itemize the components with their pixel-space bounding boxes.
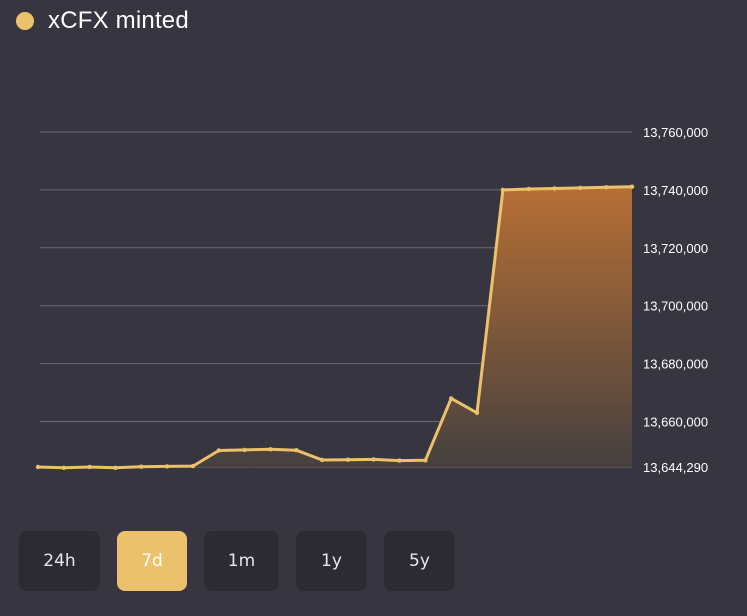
data-point (423, 458, 428, 463)
data-point (242, 447, 247, 453)
y-tick-label: 13,644,290 (643, 460, 708, 475)
data-point (526, 186, 531, 192)
y-tick-label: 13,720,000 (643, 241, 708, 256)
y-tick-label: 13,760,000 (643, 125, 708, 140)
range-button-24h[interactable]: 24h (19, 531, 100, 591)
legend-dot (16, 12, 34, 30)
range-button-7d[interactable]: 7d (117, 531, 187, 591)
data-point (371, 457, 376, 462)
y-tick-label: 13,700,000 (643, 299, 708, 314)
data-point (604, 185, 609, 190)
data-point (268, 447, 273, 452)
data-point (397, 458, 402, 463)
data-point (113, 465, 118, 470)
range-button-5y[interactable]: 5y (384, 531, 455, 591)
data-point (552, 186, 557, 191)
data-point (35, 464, 41, 470)
data-point (87, 464, 92, 470)
data-point (139, 464, 144, 469)
data-point (294, 448, 299, 453)
data-point (474, 410, 480, 415)
data-point (629, 184, 635, 189)
range-button-1m[interactable]: 1m (204, 531, 279, 591)
series-points (35, 184, 635, 470)
data-point (345, 457, 351, 462)
data-point (164, 464, 170, 469)
area-path (38, 186, 632, 468)
y-tick-label: 13,680,000 (643, 357, 708, 372)
data-point (216, 448, 221, 453)
y-tick-label: 13,740,000 (643, 183, 708, 198)
area-chart: 13,760,000 13,740,000 13,720,000 13,700,000… (35, 125, 708, 475)
y-tick-label: 13,660,000 (643, 415, 708, 430)
range-button-1y[interactable]: 1y (296, 531, 367, 591)
chart-header: xCFX minted (16, 4, 189, 38)
series-line-path (37, 185, 633, 470)
area-fill (38, 186, 632, 468)
data-point (500, 187, 506, 193)
data-point (578, 185, 583, 191)
y-axis-labels: 13,760,000 13,740,000 13,720,000 13,700,000… (643, 125, 708, 475)
time-range-selector: 24h 7d 1m 1y 5y (19, 531, 455, 591)
data-point (449, 396, 454, 401)
series-line (37, 185, 633, 470)
data-point (190, 463, 196, 469)
data-point (61, 465, 66, 470)
data-point (319, 457, 325, 463)
chart-title: xCFX minted (48, 7, 189, 34)
